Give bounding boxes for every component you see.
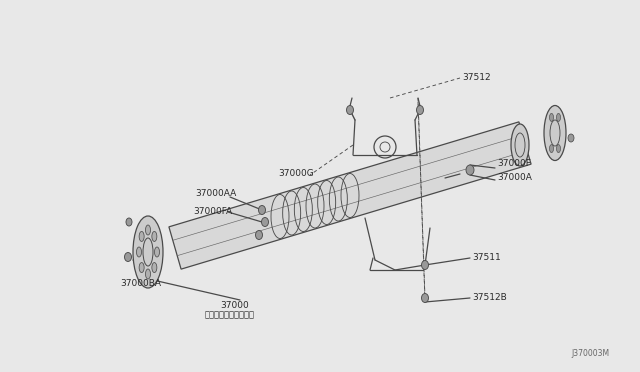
Text: 37000G: 37000G — [278, 170, 314, 179]
Text: J370003M: J370003M — [572, 349, 610, 358]
Text: 37512: 37512 — [462, 73, 491, 81]
Text: 37000A: 37000A — [497, 173, 532, 183]
Text: 37000: 37000 — [220, 301, 249, 310]
Ellipse shape — [557, 113, 561, 121]
Ellipse shape — [511, 124, 529, 166]
Ellipse shape — [422, 260, 429, 269]
Ellipse shape — [133, 216, 163, 288]
Text: 37511: 37511 — [472, 253, 500, 262]
Ellipse shape — [550, 113, 554, 121]
Ellipse shape — [126, 218, 132, 226]
Ellipse shape — [152, 263, 157, 273]
Ellipse shape — [255, 231, 262, 240]
Ellipse shape — [145, 269, 150, 279]
Ellipse shape — [139, 231, 144, 241]
Ellipse shape — [422, 294, 429, 302]
Ellipse shape — [259, 205, 266, 215]
Ellipse shape — [346, 106, 353, 115]
Ellipse shape — [568, 134, 574, 142]
Text: 37000AA: 37000AA — [195, 189, 236, 199]
Ellipse shape — [262, 218, 269, 227]
Ellipse shape — [466, 165, 474, 175]
Ellipse shape — [125, 253, 131, 262]
Ellipse shape — [145, 225, 150, 235]
Ellipse shape — [417, 106, 424, 115]
Text: （構成部品は非販売）: （構成部品は非販売） — [205, 311, 255, 320]
Text: 37000FA: 37000FA — [193, 206, 232, 215]
Text: 37000BA: 37000BA — [120, 279, 161, 289]
Ellipse shape — [154, 247, 159, 257]
Ellipse shape — [139, 263, 144, 273]
Ellipse shape — [544, 106, 566, 160]
Ellipse shape — [550, 145, 554, 153]
Ellipse shape — [152, 231, 157, 241]
Ellipse shape — [136, 247, 141, 257]
Text: 37512B: 37512B — [472, 292, 507, 301]
Polygon shape — [169, 122, 531, 269]
Text: 37000F: 37000F — [497, 160, 531, 169]
Ellipse shape — [557, 145, 561, 153]
